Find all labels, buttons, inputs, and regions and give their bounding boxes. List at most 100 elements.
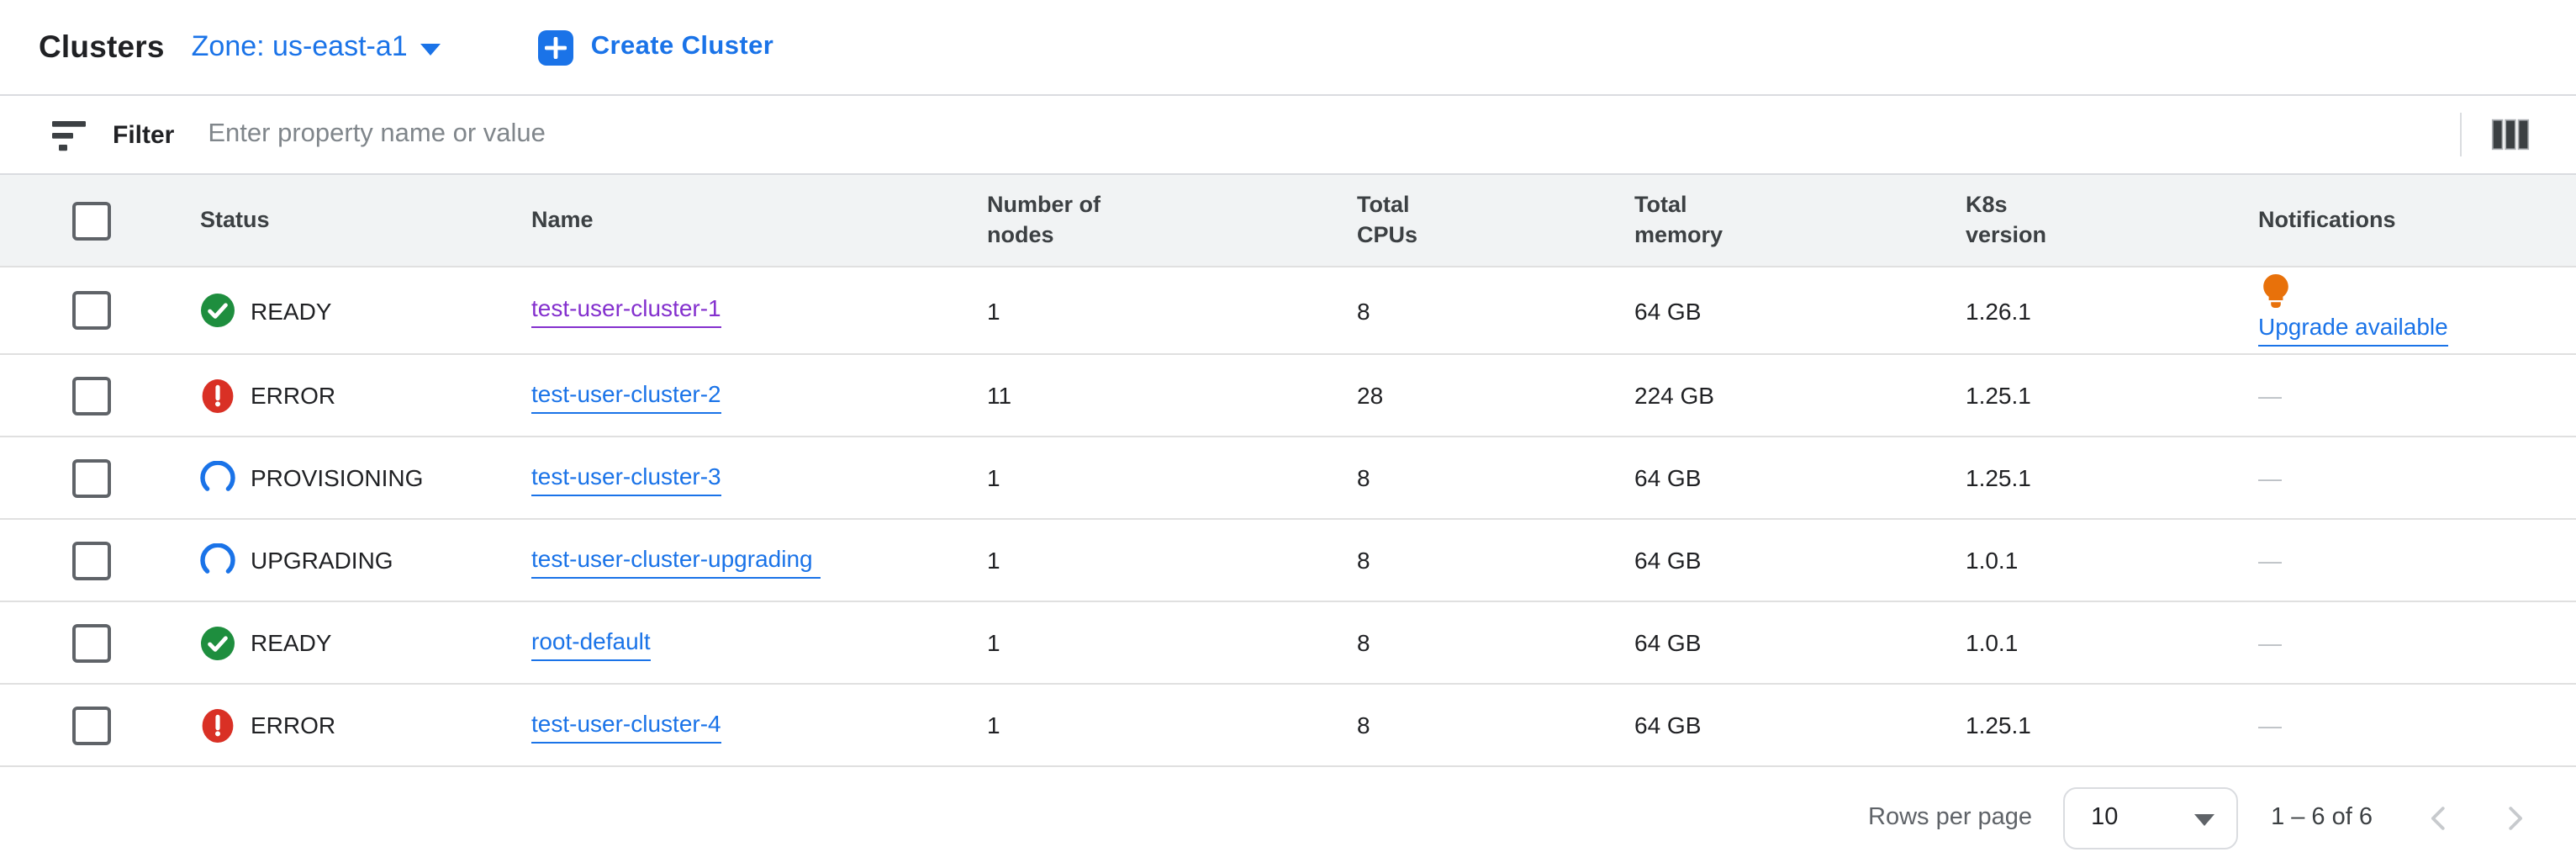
row-checkbox-cell [0, 376, 200, 415]
table-row: ERROR test-user-cluster-4 1 8 64 GB 1.25… [0, 685, 2576, 767]
cpus-cell: 8 [1357, 629, 1370, 656]
column-header-status: Status [200, 207, 270, 232]
progress-spinner-icon [200, 460, 235, 495]
column-display-options-button[interactable] [2485, 109, 2536, 160]
k8s-version-cell: 1.25.1 [1966, 464, 2031, 491]
cluster-name-link[interactable]: test-user-cluster-3 [531, 460, 721, 495]
zone-selector[interactable]: Zone: us-east-a1 [192, 30, 441, 64]
name-cell: test-user-cluster-1 [531, 283, 987, 338]
status-label: ERROR [251, 712, 336, 738]
notifications-cell: Upgrade available [2258, 267, 2576, 353]
cluster-name-link[interactable]: test-user-cluster-upgrading [531, 542, 821, 578]
create-cluster-button[interactable]: Create Cluster [529, 28, 784, 66]
error-icon [200, 707, 235, 743]
upgrade-available-link[interactable]: Upgrade available [2258, 311, 2448, 347]
status-label: UPGRADING [251, 547, 393, 574]
k8s-version-cell: 1.25.1 [1966, 712, 2031, 738]
pagination-bar: Rows per page 10 1 – 6 of 6 [0, 767, 2576, 868]
column-display-options-icon [2491, 119, 2530, 151]
name-cell: test-user-cluster-upgrading [531, 532, 987, 588]
ready-icon [200, 625, 235, 660]
status-cell: PROVISIONING [200, 460, 531, 495]
nodes-cell: 1 [987, 464, 1000, 491]
select-all-checkbox[interactable] [72, 201, 111, 240]
plus-icon [538, 29, 574, 65]
pagination-range: 1 – 6 of 6 [2271, 804, 2373, 831]
cluster-name-link[interactable]: root-default [531, 625, 651, 660]
name-cell: test-user-cluster-4 [531, 697, 987, 753]
row-checkbox[interactable] [72, 706, 111, 744]
row-checkbox-cell [0, 706, 200, 744]
cluster-name-link[interactable]: test-user-cluster-2 [531, 378, 721, 413]
status-label: PROVISIONING [251, 464, 424, 491]
filter-label: Filter [113, 120, 175, 149]
no-notification-dash: — [2258, 464, 2282, 491]
memory-cell: 64 GB [1634, 297, 1702, 324]
nodes-cell: 11 [987, 382, 1012, 409]
status-cell: ERROR [200, 707, 531, 743]
row-checkbox-cell [0, 541, 200, 580]
row-checkbox[interactable] [72, 623, 111, 662]
status-cell: READY [200, 625, 531, 660]
column-header-k8s: K8s version [1966, 192, 2047, 247]
table-row: READY test-user-cluster-1 1 8 64 GB 1.26… [0, 267, 2576, 355]
cpus-cell: 8 [1357, 297, 1370, 324]
next-page-button[interactable] [2499, 802, 2531, 834]
column-header-notifications: Notifications [2258, 207, 2396, 232]
zone-selector-label: Zone: us-east-a1 [191, 30, 408, 62]
filter-input[interactable] [204, 118, 2460, 151]
no-notification-dash: — [2258, 629, 2282, 656]
no-notification-dash: — [2258, 547, 2282, 574]
no-notification-dash: — [2258, 382, 2282, 409]
status-cell: READY [200, 293, 531, 328]
column-header-memory: Total memory [1634, 192, 1723, 247]
memory-cell: 64 GB [1634, 464, 1702, 491]
row-checkbox[interactable] [72, 291, 111, 330]
ready-icon [200, 293, 235, 328]
chevron-right-icon [2509, 806, 2523, 829]
chevron-down-icon [2193, 814, 2214, 826]
status-label: ERROR [251, 382, 336, 409]
table-row: READY root-default 1 8 64 GB 1.0.1 — [0, 602, 2576, 685]
filter-bar: Filter [0, 96, 2576, 175]
header-checkbox-cell [0, 201, 200, 240]
progress-spinner-icon [200, 542, 235, 578]
name-cell: root-default [531, 615, 987, 670]
row-checkbox[interactable] [72, 376, 111, 415]
name-cell: test-user-cluster-3 [531, 450, 987, 505]
table-row: PROVISIONING test-user-cluster-3 1 8 64 … [0, 437, 2576, 520]
row-checkbox-cell [0, 291, 200, 330]
k8s-version-cell: 1.0.1 [1966, 547, 2019, 574]
notifications-cell: — [2258, 382, 2576, 409]
notifications-cell: — [2258, 464, 2576, 491]
page-header: Clusters Zone: us-east-a1 Create Cluster [0, 0, 2576, 96]
cpus-cell: 28 [1357, 382, 1384, 409]
status-cell: UPGRADING [200, 542, 531, 578]
row-checkbox[interactable] [72, 541, 111, 580]
table-body: READY test-user-cluster-1 1 8 64 GB 1.26… [0, 267, 2576, 767]
create-cluster-label: Create Cluster [590, 32, 774, 61]
vertical-divider [2460, 113, 2462, 156]
cluster-name-link[interactable]: test-user-cluster-1 [531, 293, 721, 328]
cpus-cell: 8 [1357, 547, 1370, 574]
error-icon [200, 378, 235, 413]
rows-per-page-value: 10 [2091, 804, 2119, 831]
notifications-cell: — [2258, 547, 2576, 574]
table-header-row: Status Name Number of nodes Total CPUs T… [0, 175, 2576, 267]
nodes-cell: 1 [987, 629, 1000, 656]
status-cell: ERROR [200, 378, 531, 413]
table-row: ERROR test-user-cluster-2 11 28 224 GB 1… [0, 355, 2576, 437]
cluster-name-link[interactable]: test-user-cluster-4 [531, 707, 721, 743]
memory-cell: 64 GB [1634, 712, 1702, 738]
rows-per-page-select[interactable]: 10 [2062, 786, 2238, 849]
lightbulb-icon [2263, 274, 2288, 310]
filter-icon [50, 116, 87, 153]
notifications-cell: — [2258, 629, 2576, 656]
previous-page-button[interactable] [2423, 802, 2455, 834]
status-label: READY [251, 297, 332, 324]
no-notification-dash: — [2258, 712, 2282, 738]
memory-cell: 64 GB [1634, 629, 1702, 656]
row-checkbox-cell [0, 623, 200, 662]
row-checkbox[interactable] [72, 458, 111, 497]
